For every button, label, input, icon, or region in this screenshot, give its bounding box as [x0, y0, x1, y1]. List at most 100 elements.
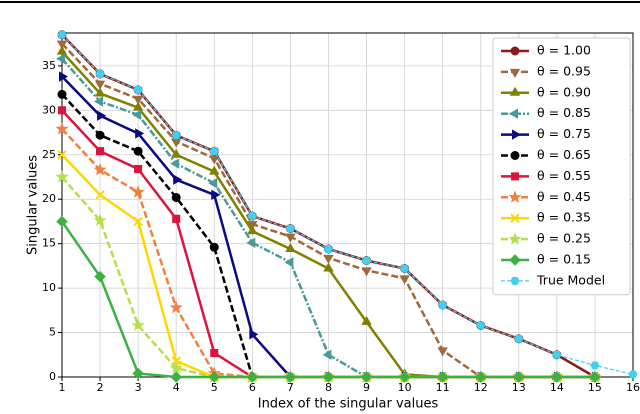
- marker: [285, 233, 296, 243]
- legend-marker: [510, 276, 520, 285]
- marker: [209, 155, 220, 165]
- legend-marker: [512, 129, 521, 140]
- x-tick-label: 5: [211, 381, 218, 394]
- x-tick-label: 13: [512, 381, 526, 394]
- marker: [398, 371, 411, 383]
- x-tick-label: 11: [436, 381, 450, 394]
- marker: [57, 89, 67, 99]
- marker: [475, 371, 487, 383]
- marker: [210, 348, 219, 358]
- marker: [169, 361, 183, 374]
- legend-marker: [509, 86, 521, 96]
- x-tick-label: 14: [550, 381, 564, 394]
- marker: [93, 213, 107, 227]
- legend-label: θ = 0.85: [537, 105, 591, 120]
- x-tick-label: 8: [325, 381, 332, 394]
- marker: [132, 367, 144, 380]
- legend-marker: [508, 190, 522, 203]
- marker: [93, 162, 107, 176]
- x-tick-label: 12: [474, 381, 488, 394]
- marker: [209, 147, 219, 156]
- marker: [209, 242, 219, 252]
- y-tick-label: 5: [49, 326, 56, 339]
- legend-box: [492, 37, 631, 296]
- x-tick-label: 10: [398, 381, 412, 394]
- marker: [171, 131, 181, 140]
- marker: [131, 318, 145, 332]
- marker: [437, 347, 448, 357]
- x-tick-label: 3: [135, 381, 142, 394]
- marker: [132, 95, 144, 105]
- marker: [323, 254, 334, 264]
- marker: [57, 150, 67, 160]
- marker: [131, 185, 145, 198]
- marker: [211, 189, 221, 200]
- marker: [285, 224, 295, 233]
- y-tick-label: 10: [42, 281, 56, 294]
- marker: [284, 371, 297, 383]
- marker: [134, 164, 143, 174]
- marker: [399, 275, 410, 285]
- marker: [476, 321, 486, 330]
- y-tick-label: 20: [42, 192, 56, 205]
- marker: [95, 69, 105, 78]
- marker: [246, 371, 259, 383]
- legend-marker: [509, 68, 521, 78]
- legend-marker: [510, 151, 520, 160]
- marker: [133, 146, 143, 156]
- marker: [132, 101, 144, 111]
- marker: [132, 109, 142, 120]
- marker: [247, 212, 257, 221]
- legend-label: θ = 0.95: [537, 63, 591, 78]
- marker: [94, 87, 106, 97]
- marker: [285, 242, 296, 252]
- x-tick-label: 9: [363, 381, 370, 394]
- marker: [59, 71, 68, 82]
- marker: [96, 147, 105, 156]
- legend-marker: [509, 254, 521, 266]
- y-tick-label: 30: [42, 103, 56, 116]
- legend-label: True Model: [536, 272, 605, 287]
- marker: [322, 349, 332, 360]
- legend-label: θ = 0.90: [537, 84, 591, 99]
- marker: [135, 128, 145, 139]
- x-tick-label: 2: [97, 381, 104, 394]
- series-line: [61, 34, 634, 375]
- marker: [95, 190, 105, 200]
- marker: [57, 106, 67, 115]
- marker: [56, 215, 68, 228]
- marker: [436, 371, 449, 383]
- marker: [208, 178, 218, 189]
- marker: [94, 270, 106, 283]
- y-tick-label: 35: [42, 59, 56, 72]
- marker: [172, 214, 181, 223]
- marker: [209, 165, 220, 175]
- marker: [438, 301, 448, 309]
- legend-marker: [509, 108, 518, 119]
- legend-marker: [510, 172, 520, 181]
- marker: [133, 216, 143, 227]
- marker: [249, 329, 259, 340]
- y-tick-label: 15: [42, 237, 56, 250]
- marker: [360, 371, 373, 383]
- x-tick-label: 4: [173, 381, 180, 394]
- marker: [361, 267, 372, 277]
- x-tick-label: 7: [287, 381, 294, 394]
- marker: [361, 256, 372, 265]
- marker: [246, 237, 256, 248]
- legend-label: θ = 0.15: [537, 252, 591, 267]
- legend-label: θ = 0.55: [537, 168, 591, 183]
- marker: [323, 245, 334, 253]
- marker: [170, 158, 180, 169]
- legend-marker: [510, 213, 520, 223]
- marker: [552, 350, 562, 359]
- legend-marker: [508, 232, 522, 245]
- y-tick-label: 25: [42, 148, 56, 161]
- marker: [208, 371, 220, 383]
- marker: [628, 370, 638, 379]
- marker: [94, 80, 106, 90]
- marker: [97, 110, 107, 121]
- x-tick-label: 16: [626, 381, 640, 394]
- x-tick-label: 1: [59, 381, 66, 394]
- legend-label: θ = 1.00: [537, 43, 591, 58]
